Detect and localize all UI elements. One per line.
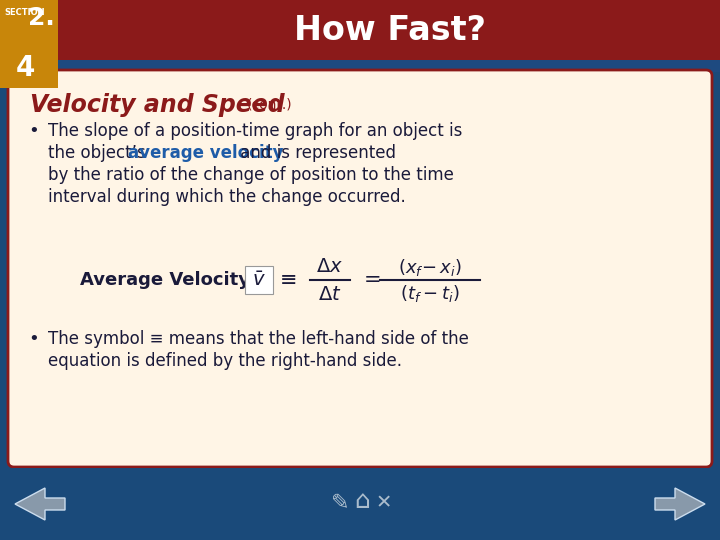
Text: 4: 4 <box>16 54 35 82</box>
Text: =: = <box>364 270 382 290</box>
Text: ≡: ≡ <box>280 270 297 290</box>
Text: and is represented: and is represented <box>235 144 396 162</box>
Text: $(t_f - t_i)$: $(t_f - t_i)$ <box>400 284 460 305</box>
Text: •: • <box>28 330 39 348</box>
Text: interval during which the change occurred.: interval during which the change occurre… <box>48 188 406 206</box>
FancyBboxPatch shape <box>245 266 273 294</box>
Text: by the ratio of the change of position to the time: by the ratio of the change of position t… <box>48 166 454 184</box>
Text: average velocity: average velocity <box>128 144 284 162</box>
Text: ✎: ✎ <box>330 493 349 513</box>
Text: $\mathit{\Delta t}$: $\mathit{\Delta t}$ <box>318 285 342 303</box>
Text: ⌂: ⌂ <box>354 489 370 513</box>
Text: Average Velocity: Average Velocity <box>80 271 250 289</box>
Text: the object’s: the object’s <box>48 144 151 162</box>
Text: $\mathit{\Delta x}$: $\mathit{\Delta x}$ <box>317 258 343 276</box>
Text: $(x_f\! - x_i)$: $(x_f\! - x_i)$ <box>398 256 462 278</box>
Text: 2.: 2. <box>28 6 55 30</box>
Text: The slope of a position-time graph for an object is: The slope of a position-time graph for a… <box>48 122 462 140</box>
FancyBboxPatch shape <box>8 70 712 467</box>
Text: ✕: ✕ <box>376 494 392 512</box>
Bar <box>0 468 720 540</box>
Text: •: • <box>28 122 39 140</box>
Text: How Fast?: How Fast? <box>294 14 486 46</box>
Text: equation is defined by the right-hand side.: equation is defined by the right-hand si… <box>48 352 402 370</box>
Text: The symbol ≡ means that the left-hand side of the: The symbol ≡ means that the left-hand si… <box>48 330 469 348</box>
Text: (cont.): (cont.) <box>247 97 292 111</box>
Text: SECTION: SECTION <box>4 8 45 17</box>
Polygon shape <box>15 488 65 520</box>
Polygon shape <box>655 488 705 520</box>
Bar <box>0 0 720 60</box>
Text: Velocity and Speed: Velocity and Speed <box>30 93 284 117</box>
Bar <box>0 60 720 72</box>
Text: $\bar{v}$: $\bar{v}$ <box>252 271 266 289</box>
Bar <box>0 0 58 88</box>
